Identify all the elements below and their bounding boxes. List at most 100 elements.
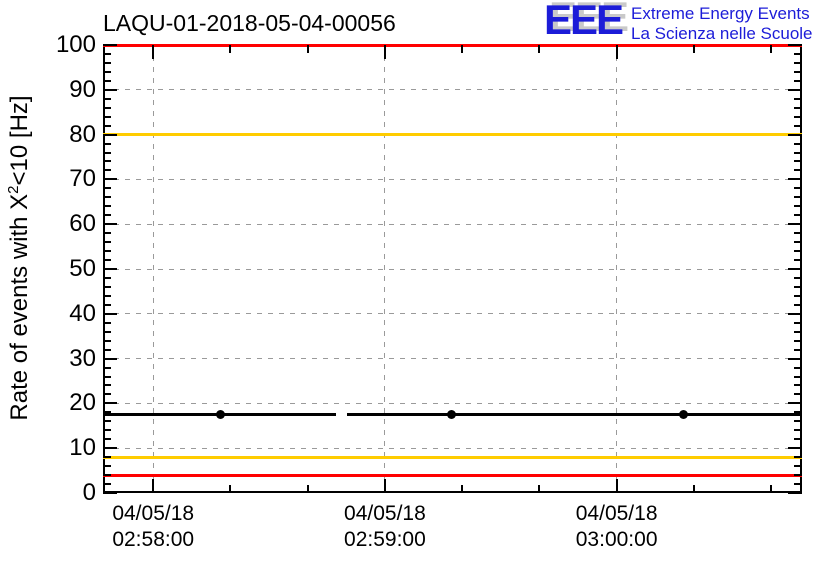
gridline-horizontal [103,447,802,449]
y-tick-right [794,52,802,55]
threshold-line-warn-low [103,455,802,459]
y-tick-right [788,223,802,226]
y-tick-left [103,420,111,423]
y-tick-left [103,79,111,82]
y-tick-right [794,375,802,378]
y-tick-left [103,169,111,172]
y-tick-left [103,232,111,235]
x-tick-label: 04/05/18 02:58:00 [112,502,195,551]
y-tick-left [103,384,111,387]
y-tick-left [103,330,111,333]
gridline-horizontal [103,178,802,180]
y-tick-right [794,169,802,172]
eee-logo-line2: La Scienza nelle Scuole [631,24,813,43]
eee-logo-text: Extreme Energy Events La Scienza nelle S… [631,3,812,44]
x-tick-bottom [306,485,309,493]
gridline-vertical [616,45,618,493]
y-tick-right [794,115,802,118]
y-tick-left [103,357,117,360]
y-tick-right [794,106,802,109]
y-tick-right [794,465,802,468]
y-tick-left [103,52,111,55]
x-tick-top [461,45,464,53]
y-axis-title-sup: 2 [5,185,22,194]
y-tick-left [103,160,111,163]
gridline-vertical [152,45,154,493]
y-tick-right [794,205,802,208]
y-tick-label: 60 [69,210,96,238]
gridline-horizontal [103,402,802,404]
y-tick-left [103,142,111,145]
x-tick-top [770,45,773,53]
y-tick-right [794,339,802,342]
y-tick-left [103,402,117,405]
y-tick-left [103,492,117,494]
y-tick-right [794,250,802,253]
x-tick-bottom [383,479,386,493]
y-tick-left [103,348,111,351]
plot-frame [103,45,802,493]
y-tick-left [103,411,111,414]
y-tick-right [788,88,802,91]
eee-logo-acronym: EEE [544,0,624,43]
y-tick-left [103,106,111,109]
y-tick-left [103,268,117,270]
y-tick-right [794,420,802,423]
eee-logo-line1: Extreme Energy Events [631,4,810,23]
y-tick-label: 50 [69,255,96,282]
y-tick-label: 80 [69,120,96,148]
y-tick-left [103,196,111,199]
y-tick-right [788,312,802,315]
threshold-line-alarm-high [103,43,802,47]
y-tick-right [794,187,802,190]
y-tick-label: 20 [69,389,96,417]
series-marker-rate [215,410,225,420]
y-tick-right [788,402,802,405]
y-tick-left [103,312,117,315]
y-tick-left [103,88,117,91]
y-tick-label: 100 [55,31,96,58]
y-tick-right [788,44,802,46]
x-tick-top [538,45,541,53]
y-tick-right [794,456,802,459]
y-tick-right [788,178,802,181]
x-tick-label: 04/05/18 02:59:00 [344,502,426,551]
y-tick-left [103,178,117,181]
y-tick-right [794,160,802,163]
y-tick-left [103,223,117,226]
y-tick-right [794,276,802,279]
y-tick-right [794,142,802,145]
y-tick-right [794,294,802,297]
x-tick-top [383,45,386,59]
y-tick-right [794,384,802,387]
y-tick-left [103,259,111,262]
y-tick-right [794,241,802,244]
y-tick-left [103,465,111,468]
gridline-horizontal [103,268,802,270]
y-tick-left [103,214,111,217]
x-tick-bottom [770,485,773,493]
y-tick-label: 90 [69,75,96,103]
y-tick-right [794,259,802,262]
y-tick-left [103,339,111,342]
y-tick-left [103,250,111,253]
y-tick-right [794,196,802,199]
y-tick-left [103,366,111,369]
y-tick-label: 30 [69,344,96,372]
threshold-line-warn-high [103,133,802,137]
y-tick-left [103,429,111,432]
y-tick-right [794,429,802,432]
y-tick-label: 70 [69,165,96,193]
y-tick-left [103,151,111,154]
x-tick-bottom [229,485,232,493]
y-tick-right [794,124,802,127]
y-tick-left [103,483,111,486]
y-tick-right [794,232,802,235]
y-tick-right [794,97,802,100]
y-tick-label: 40 [69,299,96,327]
y-tick-right [794,330,802,333]
y-tick-right [794,393,802,396]
y-tick-label: 0 [82,479,96,506]
y-tick-left [103,241,111,244]
y-tick-left [103,97,111,100]
